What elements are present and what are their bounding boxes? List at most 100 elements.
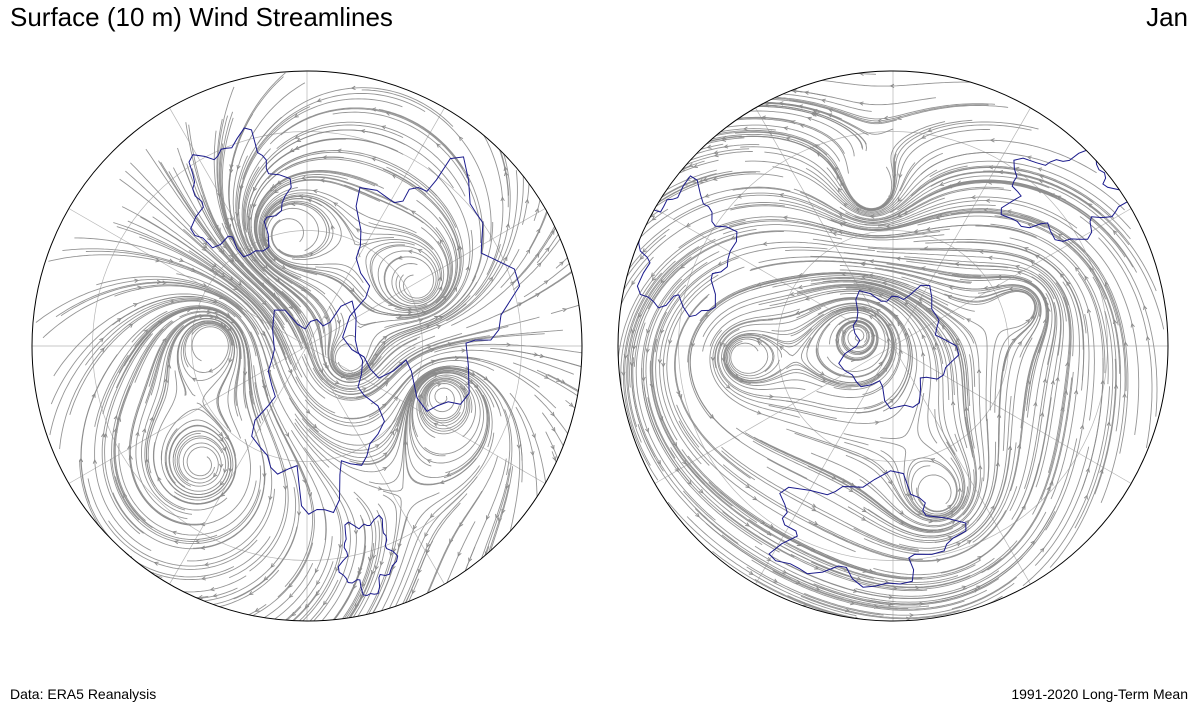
streamline-arrow <box>218 431 224 437</box>
streamline-arrow <box>209 314 215 319</box>
streamline-arrow <box>899 510 905 515</box>
streamline-arrow <box>1112 230 1118 235</box>
streamline <box>386 432 495 614</box>
streamline <box>972 335 1043 543</box>
streamline-arrow <box>568 402 574 408</box>
streamline-arrow <box>641 376 646 382</box>
streamline-arrow <box>1037 167 1043 172</box>
streamline-arrow <box>390 430 395 436</box>
streamline-arrow <box>918 298 924 303</box>
streamline-arrow <box>535 252 540 258</box>
streamline-arrow <box>488 276 493 282</box>
streamline <box>499 348 582 369</box>
streamline-arrow <box>889 83 895 89</box>
streamline-arrow <box>207 368 213 373</box>
streamline-arrow <box>1084 275 1089 281</box>
streamline-arrow <box>291 611 297 617</box>
streamline-arrow <box>340 374 346 379</box>
streamline <box>948 291 1036 411</box>
streamline-arrow <box>806 116 812 121</box>
streamline-arrow <box>706 144 712 149</box>
streamline <box>331 545 367 621</box>
streamline-arrow <box>455 355 460 361</box>
streamline-arrow <box>989 138 995 143</box>
streamline-arrow <box>322 362 327 368</box>
streamline-arrow <box>290 201 296 207</box>
streamline <box>141 325 193 515</box>
streamline-arrow <box>873 604 880 609</box>
southern-streamlines <box>618 71 1165 621</box>
southern-graticule <box>618 71 1168 621</box>
meridian-line <box>306 345 546 484</box>
streamline-arrow <box>162 280 168 285</box>
streamline-arrow <box>713 152 719 158</box>
streamline-arrow <box>887 479 893 485</box>
streamline-arrow <box>920 266 926 271</box>
streamline <box>786 428 967 521</box>
streamline-arrow <box>517 302 523 307</box>
streamline-arrow <box>985 198 991 203</box>
streamline <box>513 223 558 284</box>
streamline <box>731 117 845 154</box>
southern-coastline <box>838 284 960 410</box>
streamline <box>730 118 849 174</box>
streamline-arrow <box>228 358 233 364</box>
streamline-arrow <box>534 207 540 213</box>
streamline-arrow <box>1033 401 1038 407</box>
streamline-arrow <box>1039 547 1045 553</box>
streamline-arrow <box>1006 209 1012 214</box>
streamline-arrow <box>674 467 679 473</box>
streamline-arrow <box>723 343 728 349</box>
streamline-arrow <box>651 216 657 221</box>
streamline <box>717 307 822 403</box>
streamline-arrow <box>300 175 307 180</box>
streamline-arrow <box>927 307 933 313</box>
streamline-arrow <box>687 480 692 485</box>
meridian-line <box>892 345 1132 484</box>
streamline-arrow <box>200 545 206 550</box>
meridian-line <box>654 208 894 347</box>
streamline-arrow <box>856 576 862 581</box>
streamline-arrow <box>516 444 521 450</box>
streamline-arrow <box>1073 389 1079 395</box>
streamline-arrow <box>1099 468 1104 474</box>
streamline-arrow <box>903 302 909 307</box>
streamline-arrow <box>470 371 476 376</box>
streamline-arrow <box>1029 260 1035 265</box>
streamline-arrow <box>1040 411 1045 417</box>
streamline-arrow <box>1042 377 1048 384</box>
streamline-arrow <box>483 376 489 381</box>
streamline-arrow <box>559 261 564 266</box>
streamline-arrow <box>710 356 716 362</box>
streamline <box>229 382 287 579</box>
streamline-arrow <box>207 306 214 311</box>
streamline-arrow <box>229 217 234 223</box>
streamline-arrow <box>831 475 837 480</box>
streamline-arrow <box>186 308 192 313</box>
streamline-arrow <box>685 176 691 181</box>
meridian-line <box>68 345 308 484</box>
streamline <box>191 587 238 600</box>
streamline-arrow <box>762 241 768 246</box>
streamline <box>193 367 265 549</box>
streamline-arrow <box>393 395 399 401</box>
streamline <box>843 433 963 517</box>
streamline-arrow <box>560 379 566 384</box>
streamline-arrow <box>875 308 881 314</box>
streamline-arrow <box>407 249 413 254</box>
streamline-arrow <box>294 134 300 139</box>
streamline-arrow <box>173 540 179 545</box>
streamline <box>299 505 344 621</box>
streamline-arrow <box>322 155 327 160</box>
streamline-arrow <box>426 542 431 548</box>
streamline-arrow <box>1030 314 1035 320</box>
streamline-arrow <box>233 285 239 291</box>
streamline-arrow <box>334 380 340 385</box>
streamline <box>908 460 957 512</box>
streamline-arrow <box>268 495 273 501</box>
streamline <box>304 447 357 621</box>
streamline <box>1049 358 1117 568</box>
streamline-arrow <box>436 143 441 148</box>
streamline-arrow <box>296 511 302 517</box>
streamline-arrow <box>932 345 937 351</box>
